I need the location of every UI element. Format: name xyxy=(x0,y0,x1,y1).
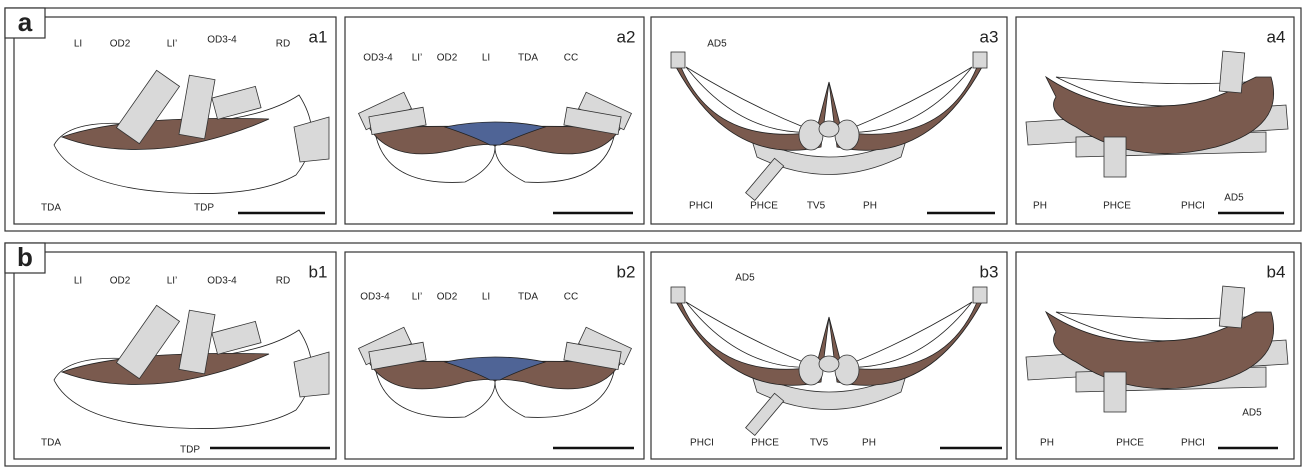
structure-label: LI’ xyxy=(167,39,178,50)
panel-id: b1 xyxy=(309,262,328,281)
panel-id: b3 xyxy=(980,262,999,281)
panel-id: a1 xyxy=(309,27,328,46)
panel-frame xyxy=(651,17,1007,224)
structure-label: LI xyxy=(482,292,490,303)
structure-label: TDP xyxy=(180,445,200,456)
structure-label: PHCI xyxy=(1181,438,1205,449)
row-letter: b xyxy=(17,242,33,272)
structure-label: PH xyxy=(862,438,876,449)
structure-label: LI xyxy=(482,53,490,64)
panel-drawing xyxy=(1026,51,1288,177)
structure-label: CC xyxy=(564,53,578,64)
panel-id: a3 xyxy=(980,27,999,46)
structure-label: LI’ xyxy=(412,292,423,303)
structure-label: AD5 xyxy=(1242,408,1262,419)
structure-label: OD2 xyxy=(437,292,458,303)
panel-drawing xyxy=(54,305,329,428)
structure-label: OD2 xyxy=(437,53,458,64)
panel-drawing xyxy=(671,52,987,200)
structure-label: TV5 xyxy=(810,438,829,449)
structure-label: LI’ xyxy=(412,53,423,64)
structure-label: OD2 xyxy=(110,39,131,50)
panel-id: b4 xyxy=(1267,262,1286,281)
structure-label: TDA xyxy=(41,438,61,449)
structure-label: PH xyxy=(863,201,877,212)
structure-label: RD xyxy=(276,39,290,50)
structure-label: AD5 xyxy=(735,273,755,284)
panel-drawing xyxy=(359,92,632,182)
structure-label: OD3-4 xyxy=(360,292,390,303)
structure-label: TDA xyxy=(518,53,538,64)
structure-label: PHCE xyxy=(1103,201,1131,212)
panel-id: a4 xyxy=(1267,27,1286,46)
structure-label: TV5 xyxy=(807,201,826,212)
panel-id: a2 xyxy=(617,27,636,46)
structure-label: PHCI xyxy=(689,201,713,212)
structure-label: OD3-4 xyxy=(207,35,237,46)
structure-label: RD xyxy=(276,276,290,287)
structure-label: PHCI xyxy=(690,438,714,449)
structure-label: AD5 xyxy=(707,39,727,50)
structure-label: TDA xyxy=(518,292,538,303)
panel-id: b2 xyxy=(617,262,636,281)
structure-label: PHCE xyxy=(1116,438,1144,449)
panel-drawing xyxy=(54,70,329,193)
structure-label: PH xyxy=(1033,201,1047,212)
panel-drawing xyxy=(1026,286,1288,412)
structure-label: AD5 xyxy=(1224,193,1244,204)
structure-label: LI xyxy=(74,276,82,287)
figure: a1 LI OD2 LI’ OD3-4 RD TDA TDP a2 OD3-4 LI’ OD2 LI TD… xyxy=(0,0,1306,471)
structure-label: LI xyxy=(74,39,82,50)
structure-label: OD3-4 xyxy=(363,53,393,64)
panel-drawing xyxy=(359,327,632,417)
structure-label: PH xyxy=(1040,438,1054,449)
panel-frame xyxy=(651,252,1007,459)
structure-label: TDP xyxy=(194,203,214,214)
structure-label: TDA xyxy=(41,203,61,214)
row-letter: a xyxy=(18,7,33,37)
structure-label: OD3-4 xyxy=(207,276,237,287)
structure-label: PHCI xyxy=(1181,201,1205,212)
structure-label: LI’ xyxy=(167,276,178,287)
panel-drawing xyxy=(671,287,987,435)
structure-label: PHCE xyxy=(750,201,778,212)
structure-label: OD2 xyxy=(110,276,131,287)
structure-label: PHCE xyxy=(751,438,779,449)
structure-label: CC xyxy=(564,292,578,303)
